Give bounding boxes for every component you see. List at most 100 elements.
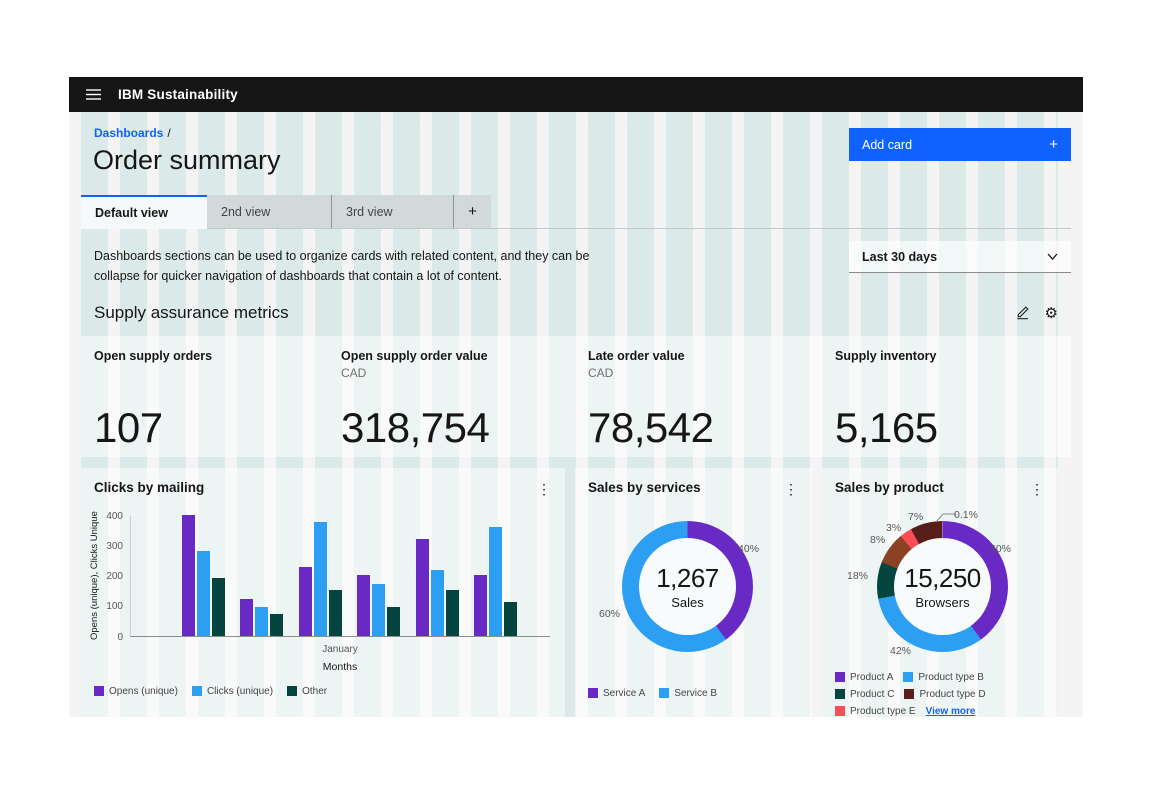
y-tick-label: 100 [106, 601, 123, 613]
card-title: Clicks by mailing [94, 479, 205, 495]
kpi-value: 107 [94, 403, 163, 451]
legend-item[interactable]: Clicks (unique) [191, 685, 274, 697]
card-title: Sales by services [588, 479, 701, 495]
y-tick-label: 400 [106, 510, 123, 522]
bar-other [270, 614, 283, 636]
title-block: Dashboards / Order summary [81, 126, 281, 176]
add-view-tab[interactable]: + [453, 195, 491, 229]
chevron-down-icon [1047, 253, 1058, 260]
donut-center: 15,250 Browsers [894, 537, 991, 635]
legend-item[interactable]: Product type E [835, 706, 916, 717]
kpi-value: 5,165 [835, 403, 938, 451]
kpi-sublabel: CAD [588, 365, 614, 380]
segment-percent-label: 40% [738, 542, 760, 555]
legend-label: Opens (unique) [109, 685, 178, 697]
add-card-button[interactable]: Add card + [849, 128, 1071, 161]
breadcrumb-link[interactable]: Dashboards [94, 126, 164, 140]
bar-clicks-unique- [489, 526, 502, 636]
donut-center-value: 1,267 [656, 562, 719, 593]
bar-opens-unique- [416, 538, 429, 636]
legend-swatch [588, 688, 598, 698]
legend-label: Product type E [850, 705, 916, 717]
settings-icon[interactable]: ⚙ [1044, 304, 1058, 322]
app-header: IBM Sustainability [69, 77, 1083, 112]
kpi-label: Late order value [588, 348, 685, 363]
donut-center-value: 15,250 [904, 562, 981, 593]
page-title: Order summary [93, 145, 281, 175]
legend-label: Clicks (unique) [206, 685, 274, 697]
legend-swatch [904, 689, 915, 699]
callout-leader-line [935, 513, 956, 522]
kpi-label: Open supply orders [94, 348, 213, 363]
kpi-label: Supply inventory [835, 348, 937, 363]
legend-swatch [659, 688, 670, 698]
kpi-sublabel [835, 366, 1045, 380]
add-card-label: Add card [862, 137, 913, 152]
donut-center: 1,267 Sales [639, 537, 736, 635]
segment-percent-label: 42% [890, 644, 912, 657]
bar-clicks-unique- [431, 570, 444, 636]
tab-bar: Default view 2nd view 3rd view + [81, 195, 1071, 229]
legend-item[interactable]: Other [287, 686, 327, 697]
legend-label: Product C [850, 688, 895, 700]
tab-2nd-view[interactable]: 2nd view [207, 195, 331, 229]
segment-percent-label: 3% [886, 521, 902, 534]
segment-percent-label: 40% [990, 542, 1012, 555]
segment-percent-label: 18% [847, 569, 869, 582]
card-title: Sales by product [835, 479, 944, 495]
breadcrumb: Dashboards / [81, 126, 281, 140]
overflow-menu-icon[interactable]: ⋮ [533, 480, 555, 498]
bar-other [387, 606, 400, 636]
legend-item[interactable]: Product A [835, 672, 893, 683]
x-axis-title: Months [322, 660, 358, 673]
bar-clicks-unique- [197, 550, 210, 636]
bar-other [504, 602, 517, 636]
segment-percent-label: 60% [599, 607, 621, 620]
legend-item[interactable]: Service A [588, 688, 645, 699]
edit-icon[interactable] [1015, 305, 1030, 320]
tab-label: Default view [95, 206, 168, 220]
bar-plot [130, 514, 550, 637]
product-legend: Product A Product type B Product C Product … [835, 672, 1047, 717]
bar-other [329, 590, 342, 636]
bar-other [212, 578, 225, 636]
legend-swatch [835, 706, 845, 716]
legend-label: Service A [603, 687, 646, 699]
card-sales-by-services: Sales by services ⋮ 1,267 Sales Service … [575, 467, 812, 723]
bar-opens-unique- [357, 575, 370, 636]
legend-swatch [287, 686, 298, 696]
legend-swatch [903, 672, 914, 682]
legend-label: Other [302, 685, 328, 697]
bar-opens-unique- [182, 514, 195, 636]
bar-opens-unique- [240, 599, 253, 636]
tab-default-view[interactable]: Default view [81, 195, 207, 229]
kpi-value: 318,754 [341, 403, 490, 451]
overflow-menu-icon[interactable]: ⋮ [1026, 480, 1048, 498]
legend-label: Service B [674, 687, 718, 699]
bar-opens-unique- [299, 567, 312, 636]
card-clicks-by-mailing: Clicks by mailing ⋮ Opens (unique), Clic… [81, 467, 565, 723]
y-tick-label: 300 [106, 540, 123, 552]
legend-item[interactable]: Product C [835, 689, 894, 700]
menu-icon[interactable] [86, 89, 101, 100]
legend-item[interactable]: Opens (unique) [94, 686, 178, 697]
legend-item[interactable]: Product type B [903, 672, 984, 683]
legend-swatch [835, 672, 845, 682]
kpi-band: Open supply orders 107 Open supply order v… [81, 335, 1071, 457]
legend-item[interactable]: Service B [659, 688, 717, 699]
overflow-menu-icon[interactable]: ⋮ [780, 480, 802, 498]
bar-chart-legend: Opens (unique) Clicks (unique) Other [94, 686, 327, 697]
legend-item[interactable]: Product type D [904, 689, 986, 700]
breadcrumb-separator: / [167, 126, 171, 140]
section-description: Dashboards sections can be used to organ… [94, 249, 590, 284]
legend-swatch [191, 686, 202, 696]
view-more-link[interactable]: View more [925, 705, 976, 717]
app-window: IBM Sustainability Dashboards / Order sum… [69, 77, 1083, 723]
legend-label: Product A [850, 671, 894, 683]
kpi-value: 78,542 [588, 403, 714, 451]
time-range-value: Last 30 days [862, 249, 938, 264]
time-range-dropdown[interactable]: Last 30 days [849, 241, 1071, 273]
bar-opens-unique- [474, 575, 487, 636]
tab-3rd-view[interactable]: 3rd view [331, 195, 453, 229]
